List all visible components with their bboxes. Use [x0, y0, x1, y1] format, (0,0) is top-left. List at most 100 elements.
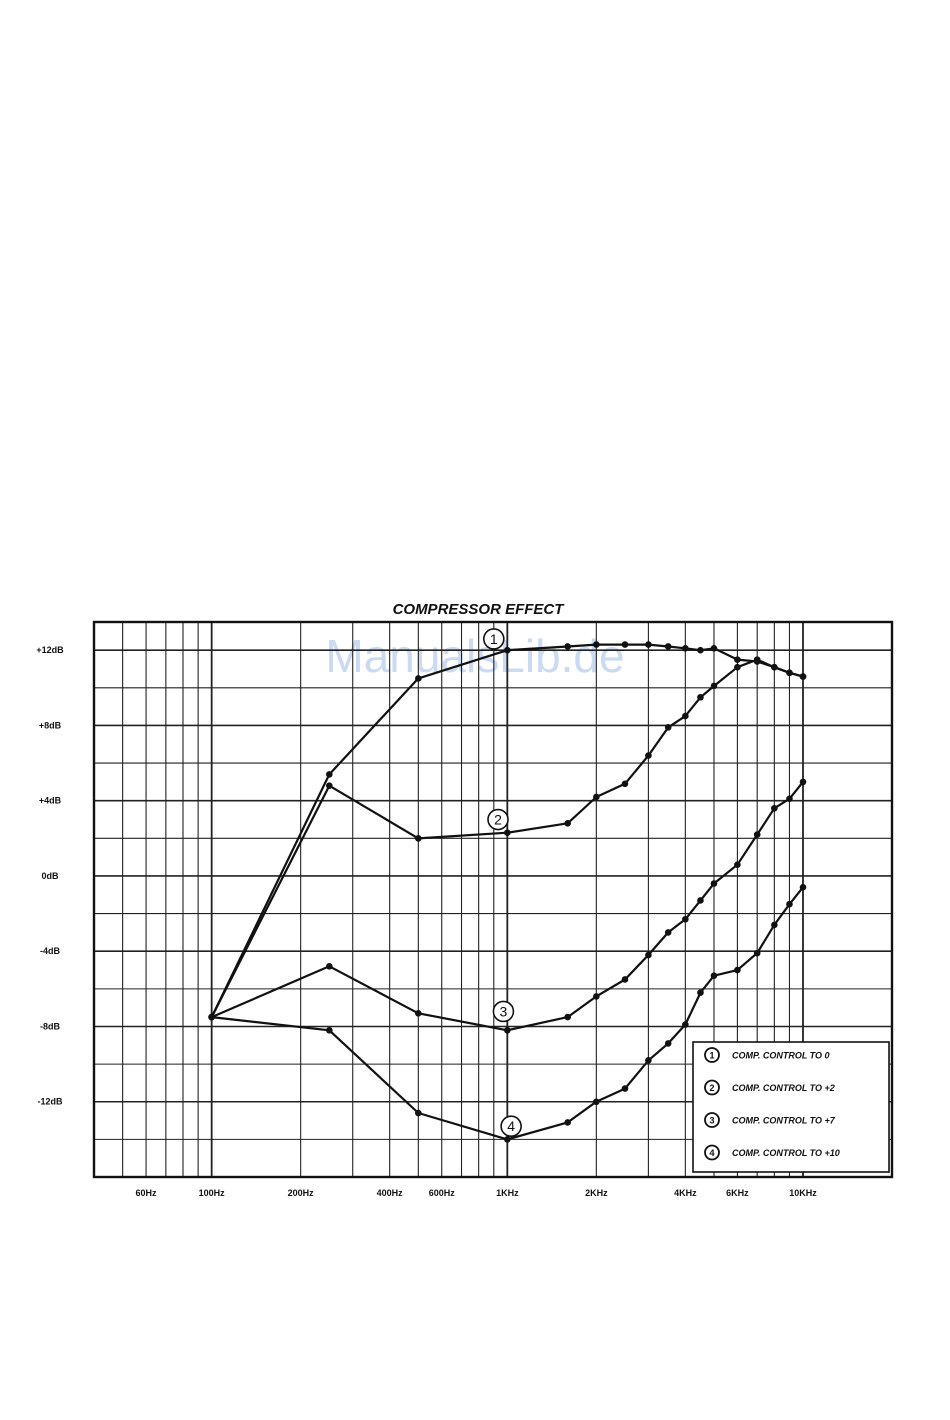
data-point	[326, 771, 333, 778]
series-marker-label: 1	[490, 631, 498, 647]
series-marker-circle	[492, 1000, 515, 1023]
data-point	[753, 656, 761, 663]
x-tick-label: 2KHz	[585, 1188, 608, 1198]
legend-marker-circle	[704, 1047, 720, 1063]
data-point	[786, 900, 793, 908]
data-point	[771, 921, 778, 929]
legend-marker-number: 2	[709, 1083, 714, 1093]
data-point	[786, 669, 793, 677]
x-tick-label: 200Hz	[288, 1188, 315, 1198]
data-point	[799, 883, 807, 891]
data-point	[593, 793, 600, 801]
plot-frame	[92, 620, 894, 1179]
data-point	[564, 1013, 571, 1021]
x-tick-label: 6KHz	[726, 1188, 749, 1198]
data-point	[710, 645, 718, 652]
data-point	[593, 1098, 600, 1106]
y-tick-label: +12dB	[36, 645, 64, 655]
data-point	[415, 835, 422, 842]
series-marker-label: 4	[507, 1118, 515, 1134]
data-point	[645, 951, 652, 959]
data-point	[564, 820, 571, 827]
legend-marker-circle	[704, 1079, 720, 1096]
data-point	[710, 880, 718, 887]
data-point	[621, 1085, 629, 1092]
x-tick-label: 600Hz	[429, 1188, 456, 1198]
legend-box	[692, 1041, 890, 1173]
data-point	[753, 949, 761, 957]
series-4: 4	[208, 883, 807, 1143]
data-point	[710, 682, 718, 690]
y-tick-label: 0dB	[41, 871, 59, 881]
x-tick-label: 60Hz	[136, 1188, 158, 1198]
data-point	[326, 1026, 333, 1034]
data-point	[682, 645, 689, 652]
series-1: 1	[208, 628, 807, 1021]
x-tick-label: 100Hz	[199, 1188, 226, 1198]
data-point	[645, 641, 652, 648]
data-point	[621, 976, 629, 983]
data-point	[799, 778, 807, 786]
y-tick-label: +8dB	[39, 720, 62, 730]
data-point	[504, 1026, 511, 1034]
data-point	[664, 1040, 672, 1047]
data-point	[645, 752, 652, 759]
watermark: ManualsLib.de	[325, 630, 624, 682]
data-point	[504, 1136, 511, 1143]
data-point	[710, 972, 718, 979]
data-point	[799, 673, 807, 680]
data-point	[697, 897, 704, 904]
legend: 1 COMP. CONTROL TO 0 2 COMP. CONTROL TO +2 3…	[692, 1041, 890, 1173]
legend-marker-number: 1	[709, 1051, 714, 1061]
data-point	[504, 829, 511, 837]
y-axis-tick-labels: +12dB +8dB +4dB 0dB -4dB -8dB -12dB	[36, 645, 64, 1107]
legend-marker-number: 3	[709, 1116, 714, 1126]
x-tick-label: 4KHz	[674, 1188, 697, 1198]
data-point	[697, 989, 704, 996]
series-marker-label: 3	[500, 1003, 508, 1019]
data-point	[771, 804, 778, 812]
x-tick-label: 10KHz	[789, 1188, 817, 1198]
series-marker-circle	[487, 808, 509, 831]
data-point	[664, 643, 672, 650]
x-tick-label: 400Hz	[377, 1188, 404, 1198]
data-point	[697, 646, 704, 654]
data-point	[645, 1057, 652, 1064]
data-point	[415, 675, 422, 682]
data-point	[564, 1119, 571, 1126]
data-point	[415, 1109, 422, 1117]
series-2: 2	[208, 656, 807, 1021]
legend-marker-circle	[704, 1112, 720, 1128]
data-point	[593, 641, 600, 648]
data-point	[734, 861, 741, 868]
data-point	[664, 929, 672, 936]
data-point	[771, 663, 778, 671]
legend-label: COMP. CONTROL TO +10	[732, 1148, 840, 1158]
y-tick-label: -8dB	[40, 1021, 61, 1031]
data-point	[734, 663, 741, 671]
y-tick-label: -4dB	[40, 946, 61, 956]
data-point	[682, 915, 689, 923]
data-point	[415, 1010, 422, 1017]
series-lines: 1 2 3 4	[208, 628, 807, 1143]
y-tick-label: +4dB	[39, 796, 62, 806]
data-point	[697, 693, 704, 701]
data-point	[682, 712, 689, 720]
chart-title: COMPRESSOR EFFECT	[393, 601, 566, 618]
series-3: 3	[208, 778, 807, 1034]
series-marker-circle	[500, 1115, 522, 1138]
legend-marker-number: 4	[709, 1148, 714, 1158]
legend-marker-circle	[704, 1144, 720, 1161]
legend-label: COMP. CONTROL TO +2	[732, 1083, 835, 1093]
data-point	[564, 643, 571, 650]
data-point	[326, 782, 333, 789]
x-tick-label: 1KHz	[496, 1188, 519, 1198]
data-point	[621, 780, 629, 788]
legend-label: COMP. CONTROL TO +7	[732, 1116, 836, 1126]
data-point	[504, 646, 511, 654]
legend-label: COMP. CONTROL TO 0	[732, 1051, 830, 1061]
data-point	[621, 641, 629, 648]
data-point	[734, 966, 741, 974]
series-marker-circle	[482, 628, 505, 650]
